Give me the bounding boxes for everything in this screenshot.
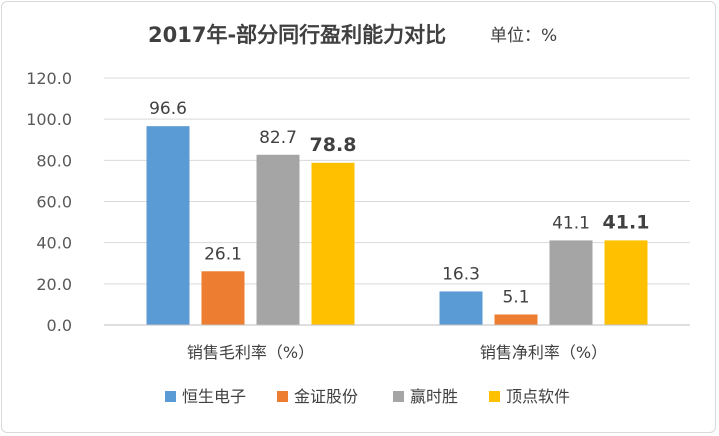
x-axis: 销售毛利率（%） 销售净利率（%） <box>104 324 690 362</box>
chart-title-group: 2017年-部分同行盈利能力对比 单位：% <box>148 23 557 47</box>
legend-swatch <box>277 391 288 402</box>
y-tick-label: 40.0 <box>36 234 72 253</box>
bar <box>311 162 355 325</box>
legend-label: 金证股份 <box>294 387 358 406</box>
bar <box>256 154 300 325</box>
bar <box>604 240 648 325</box>
legend-item: 恒生电子 <box>165 387 246 406</box>
bars <box>146 126 648 325</box>
data-labels: 96.6 26.1 82.7 78.8 16.3 5.1 41.1 41.1 <box>149 99 649 307</box>
legend-swatch <box>393 391 404 402</box>
bar <box>201 271 245 325</box>
category-label: 销售毛利率（%） <box>187 343 314 362</box>
category-label: 销售净利率（%） <box>480 343 607 362</box>
bar <box>494 314 538 325</box>
bar <box>146 126 190 325</box>
chart-unit: 单位：% <box>490 26 557 46</box>
legend-swatch <box>489 391 500 402</box>
data-label: 26.1 <box>204 244 242 264</box>
y-tick-label: 80.0 <box>36 151 72 170</box>
data-label: 82.7 <box>259 128 297 148</box>
legend-swatch <box>165 391 176 402</box>
y-tick-label: 100.0 <box>26 110 72 129</box>
grid-lines <box>104 77 690 285</box>
chart-title: 2017年-部分同行盈利能力对比 <box>148 23 446 47</box>
data-label: 41.1 <box>552 213 590 233</box>
bar <box>439 291 483 325</box>
data-label: 41.1 <box>603 211 650 233</box>
y-tick-label: 0.0 <box>47 316 72 335</box>
legend-label: 赢时胜 <box>410 387 458 406</box>
y-axis: 0.0 20.0 40.0 60.0 80.0 100.0 120.0 <box>26 69 72 335</box>
data-label: 78.8 <box>310 134 357 156</box>
legend-item: 赢时胜 <box>393 387 458 406</box>
y-tick-label: 20.0 <box>36 275 72 294</box>
legend: 恒生电子 金证股份 赢时胜 顶点软件 <box>165 387 570 406</box>
bar <box>549 240 593 325</box>
y-tick-label: 120.0 <box>26 69 72 88</box>
legend-item: 金证股份 <box>277 387 358 406</box>
data-label: 5.1 <box>502 288 529 308</box>
legend-item: 顶点软件 <box>489 387 570 406</box>
legend-label: 恒生电子 <box>182 387 246 406</box>
legend-label: 顶点软件 <box>506 387 570 406</box>
data-label: 96.6 <box>149 99 187 119</box>
data-label: 16.3 <box>442 264 480 284</box>
y-tick-label: 60.0 <box>36 193 72 212</box>
